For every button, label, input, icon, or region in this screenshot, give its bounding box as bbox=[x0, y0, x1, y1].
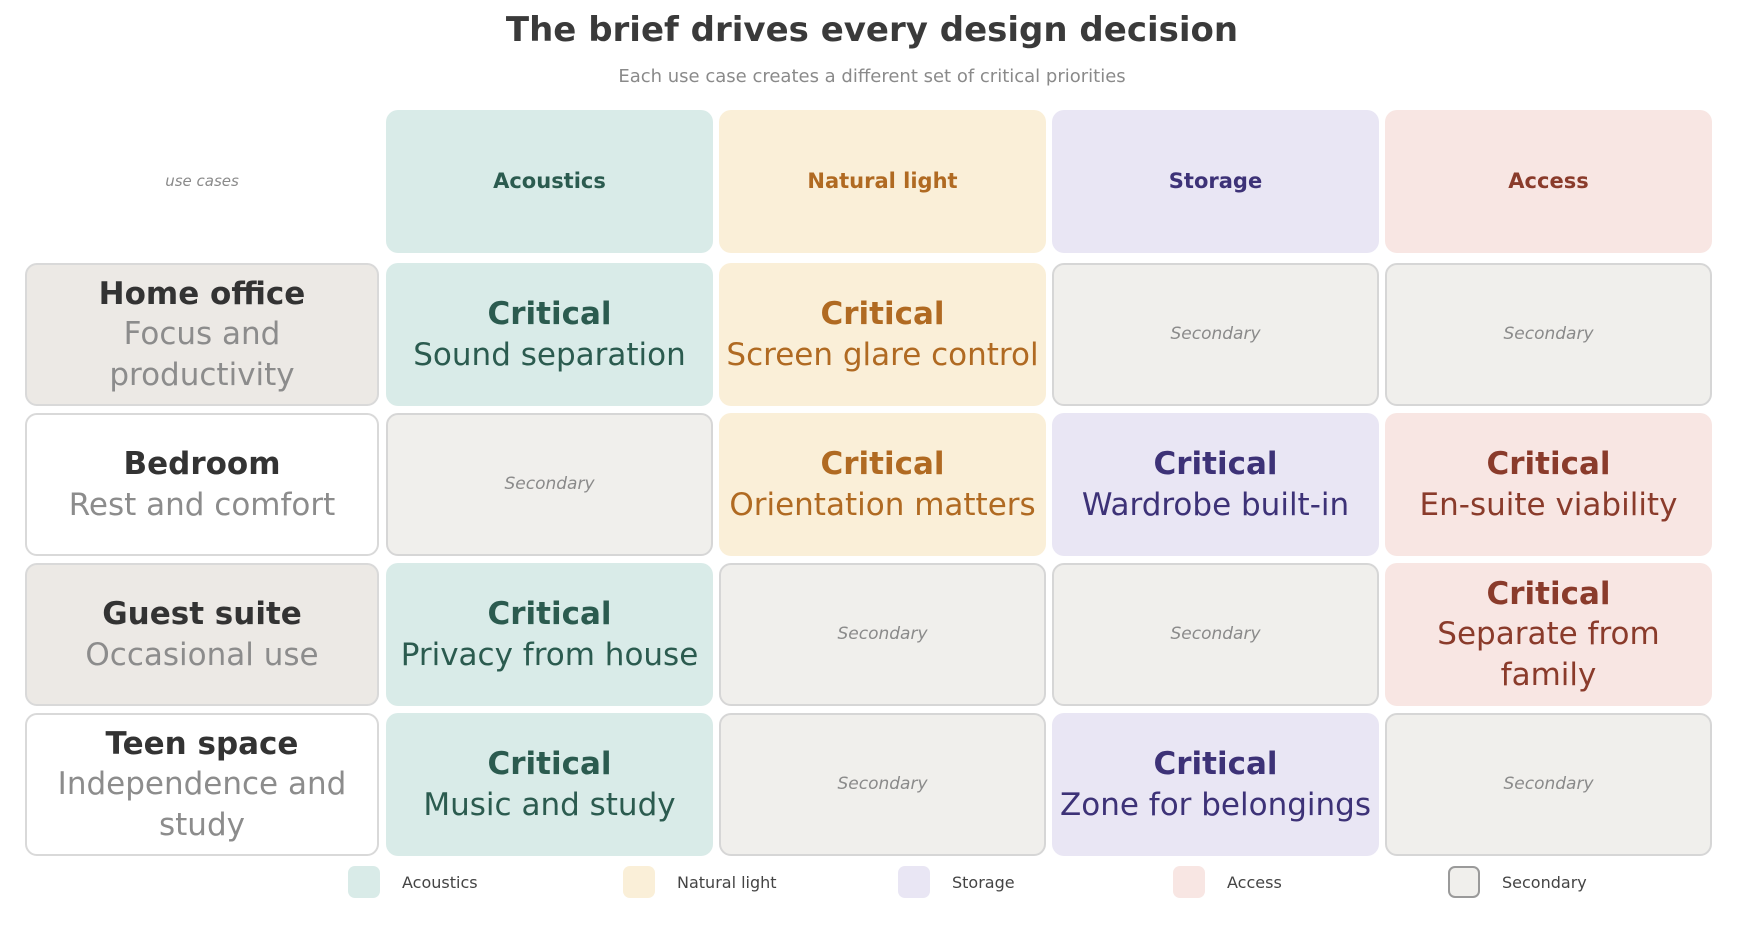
priority-description: Sound separation bbox=[413, 336, 686, 373]
page-title: The brief drives every design decision bbox=[505, 10, 1239, 50]
row-title: Teen space bbox=[105, 726, 299, 763]
priority-description: Music and study bbox=[423, 786, 676, 823]
priority-level: Critical bbox=[820, 296, 945, 333]
row-header-home-office: Home office Focus and productivity bbox=[25, 263, 379, 406]
column-header-storage: Storage bbox=[1052, 110, 1379, 253]
priority-level: Critical bbox=[1153, 446, 1278, 483]
legend-swatch-light bbox=[623, 866, 655, 898]
priority-description: Zone for belongings bbox=[1060, 786, 1371, 823]
row-title: Bedroom bbox=[123, 446, 281, 483]
row-subtitle: Independence and study bbox=[57, 766, 347, 843]
row-title: Guest suite bbox=[102, 596, 302, 633]
priority-level: Critical bbox=[1153, 746, 1278, 783]
secondary-cell-guest-suite-storage: Secondary bbox=[1052, 563, 1379, 706]
secondary-label: Secondary bbox=[504, 474, 595, 495]
priority-description: Privacy from house bbox=[400, 636, 699, 673]
critical-cell-home-office-acoustics: Critical Sound separation bbox=[386, 263, 713, 406]
critical-cell-bedroom-light: Critical Orientation matters bbox=[719, 413, 1046, 556]
legend-item-acoustics: Acoustics bbox=[348, 866, 478, 898]
row-header-teen-space: Teen space Independence and study bbox=[25, 713, 379, 856]
priority-level: Critical bbox=[487, 596, 612, 633]
secondary-label: Secondary bbox=[1170, 624, 1261, 645]
critical-cell-bedroom-storage: Critical Wardrobe built-in bbox=[1052, 413, 1379, 556]
secondary-cell-guest-suite-light: Secondary bbox=[719, 563, 1046, 706]
priority-description: En-suite viability bbox=[1419, 486, 1678, 523]
priority-description: Wardrobe built-in bbox=[1081, 486, 1350, 523]
row-header-bedroom: Bedroom Rest and comfort bbox=[25, 413, 379, 556]
secondary-cell-teen-space-access: Secondary bbox=[1385, 713, 1712, 856]
critical-cell-guest-suite-acoustics: Critical Privacy from house bbox=[386, 563, 713, 706]
secondary-cell-bedroom-acoustics: Secondary bbox=[386, 413, 713, 556]
critical-cell-home-office-light: Critical Screen glare control bbox=[719, 263, 1046, 406]
page-subtitle: Each use case creates a different set of… bbox=[618, 66, 1126, 87]
row-header-guest-suite: Guest suite Occasional use bbox=[25, 563, 379, 706]
legend-label: Access bbox=[1227, 872, 1282, 892]
row-subtitle: Rest and comfort bbox=[68, 486, 336, 523]
critical-cell-teen-space-storage: Critical Zone for belongings bbox=[1052, 713, 1379, 856]
critical-cell-guest-suite-access: Critical Separate from family bbox=[1385, 563, 1712, 706]
column-header-light: Natural light bbox=[719, 110, 1046, 253]
secondary-label: Secondary bbox=[837, 774, 928, 795]
priority-level: Critical bbox=[1486, 576, 1611, 613]
legend: Acoustics Natural light Storage Access Secon… bbox=[0, 866, 1744, 906]
legend-swatch-access bbox=[1173, 866, 1205, 898]
legend-label: Acoustics bbox=[402, 872, 478, 892]
priority-description: Separate from family bbox=[1437, 616, 1660, 693]
secondary-label: Secondary bbox=[1503, 774, 1594, 795]
priority-level: Critical bbox=[1486, 446, 1611, 483]
legend-swatch-secondary bbox=[1448, 866, 1480, 898]
legend-item-light: Natural light bbox=[623, 866, 777, 898]
secondary-label: Secondary bbox=[837, 624, 928, 645]
secondary-label: Secondary bbox=[1170, 324, 1261, 345]
secondary-label: Secondary bbox=[1503, 324, 1594, 345]
legend-swatch-storage bbox=[898, 866, 930, 898]
critical-cell-teen-space-acoustics: Critical Music and study bbox=[386, 713, 713, 856]
secondary-cell-home-office-storage: Secondary bbox=[1052, 263, 1379, 406]
priority-description: Orientation matters bbox=[729, 486, 1036, 523]
column-header-access: Access bbox=[1385, 110, 1712, 253]
column-header-acoustics: Acoustics bbox=[386, 110, 713, 253]
secondary-cell-home-office-access: Secondary bbox=[1385, 263, 1712, 406]
row-title: Home office bbox=[98, 276, 306, 313]
legend-item-storage: Storage bbox=[898, 866, 1015, 898]
secondary-cell-teen-space-light: Secondary bbox=[719, 713, 1046, 856]
priority-level: Critical bbox=[820, 446, 945, 483]
priority-description: Screen glare control bbox=[726, 336, 1039, 373]
legend-item-access: Access bbox=[1173, 866, 1282, 898]
priority-level: Critical bbox=[487, 296, 612, 333]
row-subtitle: Focus and productivity bbox=[109, 316, 295, 393]
priority-level: Critical bbox=[487, 746, 612, 783]
legend-item-secondary: Secondary bbox=[1448, 866, 1587, 898]
critical-cell-bedroom-access: Critical En-suite viability bbox=[1385, 413, 1712, 556]
legend-swatch-acoustics bbox=[348, 866, 380, 898]
row-subtitle: Occasional use bbox=[85, 636, 319, 673]
legend-label: Storage bbox=[952, 872, 1015, 892]
legend-label: Secondary bbox=[1502, 872, 1587, 892]
corner-label: use cases bbox=[165, 171, 239, 190]
legend-label: Natural light bbox=[677, 872, 777, 892]
